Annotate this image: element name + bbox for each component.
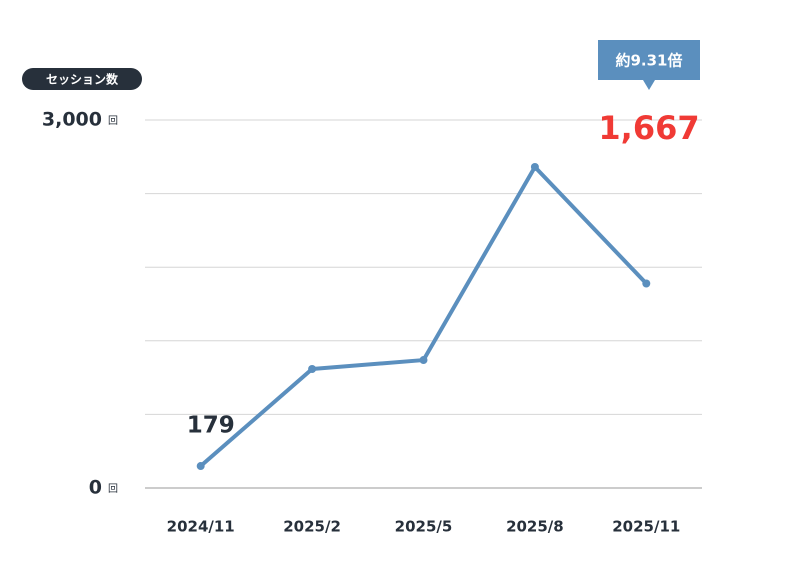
x-tick-label: 2025/2 xyxy=(283,518,341,536)
callout-text: 約9.31倍 xyxy=(615,52,682,70)
value-label: 1,667 xyxy=(598,109,699,147)
point xyxy=(419,356,428,365)
y-tick-label: 0 xyxy=(89,477,102,499)
x-tick-label: 2024/11 xyxy=(167,518,235,536)
y-unit: 回 xyxy=(108,115,118,127)
y-label-badge xyxy=(22,68,142,90)
point xyxy=(308,365,317,374)
x-tick-label: 2025/5 xyxy=(395,518,453,536)
point xyxy=(196,462,205,471)
y-tick-label: 3,000 xyxy=(42,109,102,131)
value-label: 179 xyxy=(187,413,235,439)
x-tick-label: 2025/8 xyxy=(506,518,564,536)
callout-box xyxy=(598,40,700,80)
point xyxy=(642,279,651,288)
line xyxy=(199,164,648,468)
y-axis-label: セッション数 xyxy=(46,72,119,87)
point xyxy=(530,162,539,171)
callout-pointer xyxy=(643,80,655,90)
x-tick-label: 2025/11 xyxy=(612,518,680,536)
y-unit: 回 xyxy=(108,483,118,495)
